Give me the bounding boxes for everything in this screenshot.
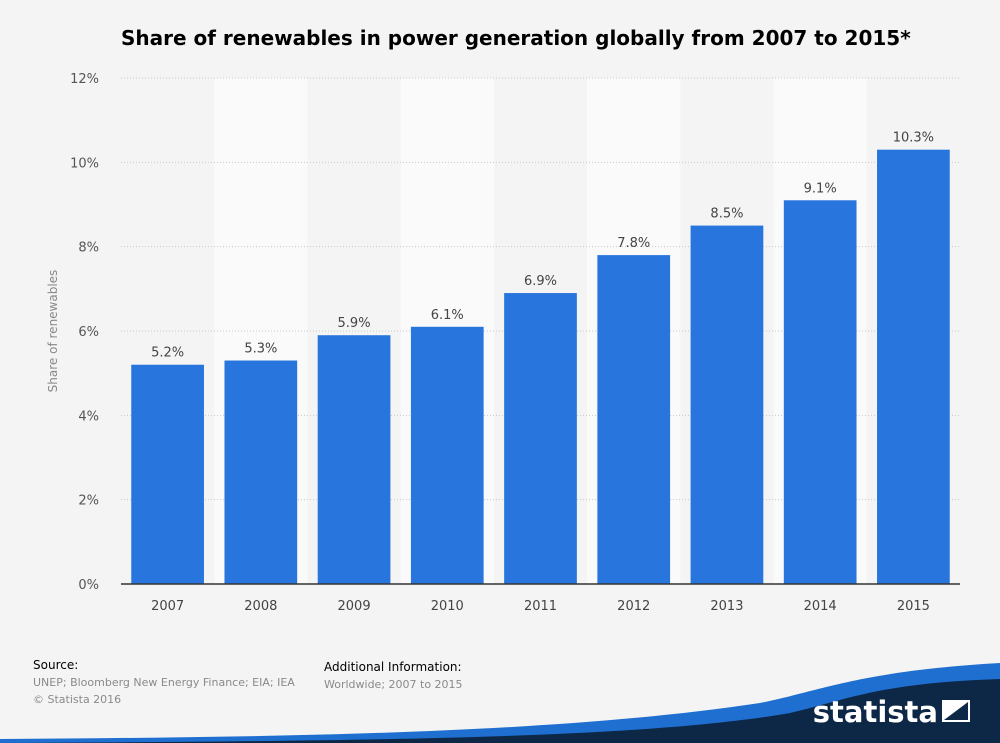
chart-title: Share of renewables in power generation …	[121, 26, 911, 50]
data-label: 7.8%	[617, 236, 650, 251]
data-label: 10.3%	[893, 131, 934, 146]
x-tick-label: 2014	[804, 599, 837, 614]
statista-logo-icon	[942, 700, 970, 722]
bar-chart: 0% 2% 4% 6% 8% 10% 12% 5.2% 2007 5.3% 2008 5.9% 2009…	[46, 72, 960, 614]
x-tick-label: 2013	[710, 599, 743, 614]
bar	[877, 149, 950, 584]
bar	[224, 360, 298, 584]
bar	[690, 225, 764, 585]
bar	[597, 255, 671, 584]
x-tick-label: 2008	[244, 599, 277, 614]
data-label: 6.9%	[524, 274, 557, 289]
y-tick-label: 6%	[78, 325, 99, 340]
data-label: 6.1%	[431, 308, 464, 323]
x-tick-label: 2009	[338, 599, 371, 614]
x-tick-label: 2010	[431, 599, 464, 614]
x-tick-label: 2007	[151, 599, 184, 614]
x-tick-label: 2011	[524, 599, 557, 614]
bar	[131, 364, 204, 584]
data-label: 9.1%	[804, 181, 837, 196]
source-block: Source: UNEP; Bloomberg New Energy Finan…	[33, 657, 295, 708]
data-label: 5.9%	[338, 316, 371, 331]
x-tick-label: 2012	[617, 599, 650, 614]
additional-info-text: Worldwide; 2007 to 2015	[324, 678, 463, 691]
y-tick-label: 12%	[70, 72, 99, 87]
additional-info-heading: Additional Information:	[324, 660, 462, 674]
data-label: 8.5%	[710, 207, 743, 222]
additional-info-block: Additional Information: Worldwide; 2007 …	[324, 659, 463, 693]
data-label: 5.3%	[244, 342, 277, 357]
source-heading: Source:	[33, 658, 79, 672]
y-tick-label: 2%	[78, 494, 99, 509]
source-text: UNEP; Bloomberg New Energy Finance; EIA;…	[33, 676, 295, 689]
data-label: 5.2%	[151, 346, 184, 361]
copyright-text: © Statista 2016	[33, 693, 122, 706]
y-tick-label: 4%	[78, 409, 99, 424]
bar	[317, 335, 391, 584]
statista-logo-text[interactable]: statista	[812, 695, 938, 729]
x-tick-label: 2015	[897, 599, 930, 614]
bar	[783, 200, 857, 585]
bar	[504, 293, 577, 584]
y-tick-label: 10%	[70, 156, 99, 171]
bar	[410, 326, 484, 584]
y-tick-label: 8%	[78, 241, 99, 256]
y-tick-label: 0%	[78, 578, 99, 593]
y-axis-title: Share of renewables	[46, 270, 60, 393]
